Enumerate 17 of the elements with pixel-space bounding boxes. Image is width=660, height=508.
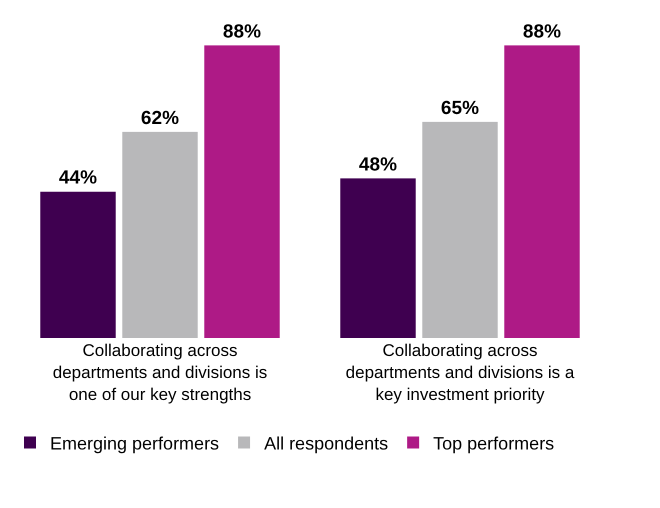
bar bbox=[40, 192, 116, 338]
legend-label: All respondents bbox=[264, 433, 388, 454]
data-label: 88% bbox=[522, 21, 562, 42]
bar bbox=[504, 45, 580, 338]
x-tick-label: Collaborating across departments and divisions is one of our key strengths bbox=[52, 341, 268, 404]
data-label: 48% bbox=[358, 154, 398, 176]
bar bbox=[340, 178, 416, 338]
data-label: 62% bbox=[140, 108, 180, 129]
data-label: 65% bbox=[440, 98, 480, 119]
legend-label: Emerging performers bbox=[50, 433, 220, 454]
data-label: 88% bbox=[222, 21, 262, 42]
bar bbox=[204, 45, 280, 338]
x-tick-label: Collaborating across departments and divisions is a key investment priority bbox=[346, 341, 575, 404]
bar bbox=[122, 132, 198, 338]
legend-label: Top performers bbox=[433, 433, 554, 454]
bar bbox=[422, 122, 498, 338]
data-label: 44% bbox=[58, 168, 98, 189]
